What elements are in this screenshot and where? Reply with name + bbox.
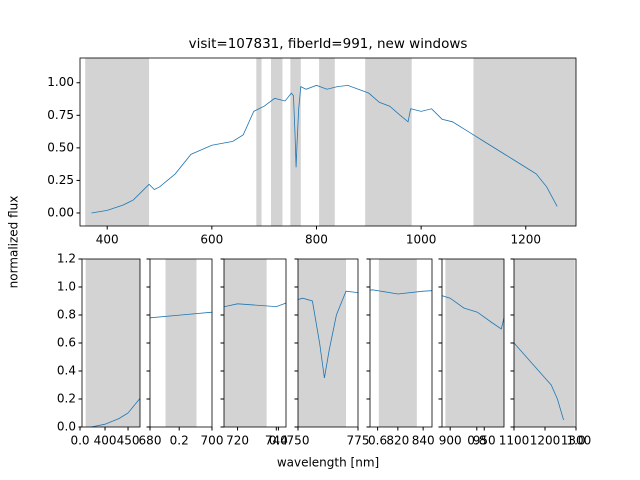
x-tick-label: 900 (439, 434, 462, 448)
x-tick-label: 400 (94, 434, 117, 448)
window (165, 259, 197, 427)
y-tick-label: 0.6 (57, 336, 76, 350)
chart-title: visit=107831, fiberId=991, new windows (189, 36, 468, 52)
y-tick-label: 1.00 (47, 75, 74, 89)
x-tick-label: 1200 (510, 233, 541, 247)
y-axis-label: normalized flux (7, 196, 21, 289)
x-tick-label: 1100 (499, 434, 530, 448)
x-tick-label: 1300 (561, 434, 592, 448)
x-tick-label: 450 (117, 434, 140, 448)
window (85, 259, 140, 427)
window (473, 58, 576, 226)
x-tick-label: 400 (96, 233, 119, 247)
x-tick-label: 0.8 (467, 434, 486, 448)
window (270, 58, 283, 226)
x-tick-label: 0.2 (170, 434, 189, 448)
window (85, 58, 150, 226)
x-tick-label: 800 (305, 233, 328, 247)
window (319, 58, 335, 226)
x-tick-label: 0.6 (368, 434, 387, 448)
x-tick-label: 0.0 (70, 434, 89, 448)
axes-frame (79, 57, 577, 227)
x-tick-label: 1200 (530, 434, 561, 448)
x-tick-label: 1.0 (566, 434, 585, 448)
y-tick-label: 1.2 (57, 252, 76, 266)
x-tick-label: 1000 (406, 233, 437, 247)
x-tick-label: 840 (412, 434, 435, 448)
y-tick-label: 0.25 (47, 173, 74, 187)
x-tick-label: 680 (139, 434, 162, 448)
spectrum-line (91, 84, 558, 214)
y-tick-label: 0.50 (47, 140, 74, 154)
window (365, 58, 412, 226)
window (224, 259, 267, 427)
y-tick-label: 1.0 (57, 280, 76, 294)
y-tick-label: 0.4 (57, 364, 76, 378)
x-tick-label: 950 (473, 434, 496, 448)
x-tick-label: 820 (386, 434, 409, 448)
window (256, 58, 262, 226)
x-tick-label: 700 (201, 434, 224, 448)
y-tick-label: 0.00 (47, 205, 74, 219)
x-tick-label: 0.4 (269, 434, 288, 448)
y-tick-label: 0.75 (47, 108, 74, 122)
window (514, 259, 575, 427)
x-axis-label: wavelength [nm] (277, 456, 379, 470)
window (378, 259, 417, 427)
x-tick-label: 740 (265, 434, 288, 448)
y-tick-label: 0.8 (57, 308, 76, 322)
x-tick-label: 720 (226, 434, 249, 448)
y-tick-label: 0.0 (57, 420, 76, 434)
x-tick-label: 600 (200, 233, 223, 247)
x-tick-label: 750 (287, 434, 310, 448)
window (298, 259, 346, 427)
window (445, 259, 504, 427)
y-tick-label: 0.2 (57, 392, 76, 406)
x-tick-label: 775 (347, 434, 370, 448)
